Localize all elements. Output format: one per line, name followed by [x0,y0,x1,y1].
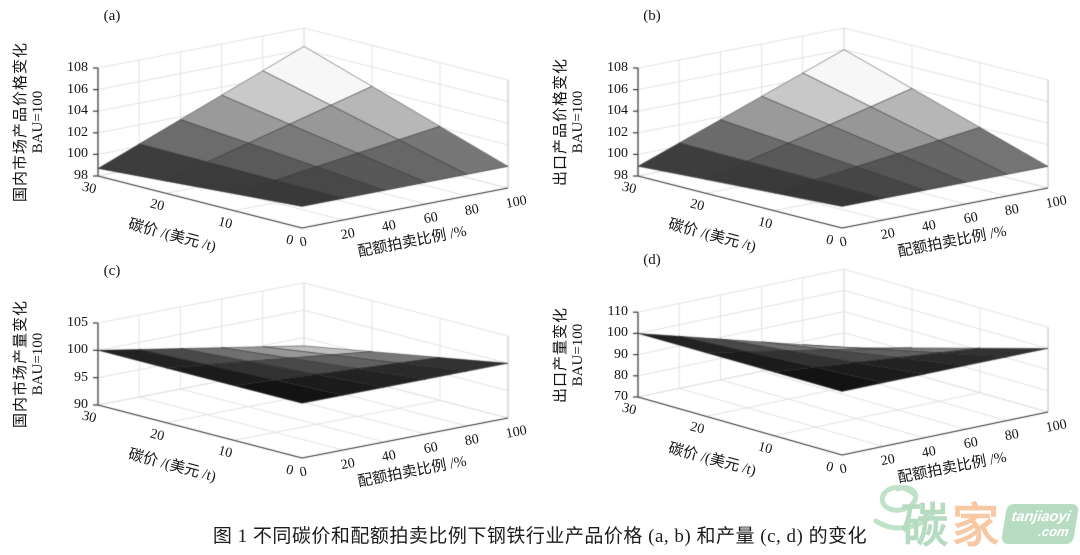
watermark-char-tan: 碳 [901,499,948,552]
figure-caption: 图 1 不同碳价和配额拍卖比例下钢铁行业产品价格 (a, b) 和产量 (c, … [212,526,868,547]
watermark-badge: tanjiaoyi .com [1000,504,1080,544]
watermark-badge-text: tanjiaoyi [1010,508,1072,525]
watermark-badge-domain: .com [1037,523,1071,539]
watermark-logo: 碳 家 tanjiaoyi .com [868,479,1080,555]
yi-calligraphy-swash-icon [873,485,936,531]
watermark-char-jia: 家 [952,499,999,552]
